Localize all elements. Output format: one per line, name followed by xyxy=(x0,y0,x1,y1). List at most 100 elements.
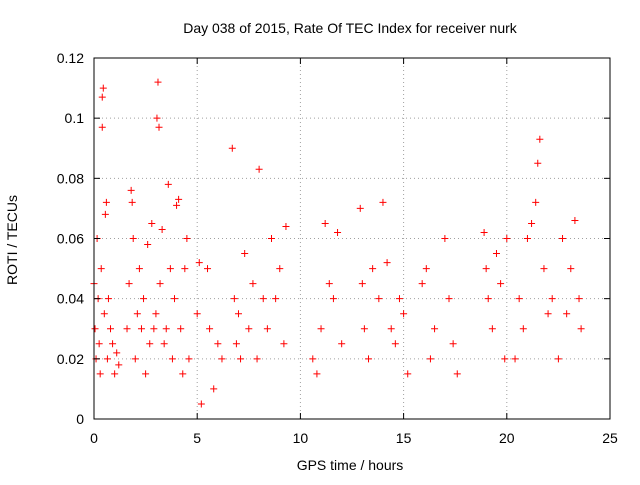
data-point xyxy=(96,370,104,378)
data-point xyxy=(325,280,333,288)
x-tick-label: 15 xyxy=(396,430,412,446)
data-point xyxy=(395,295,403,303)
data-point xyxy=(369,265,377,273)
data-point xyxy=(237,355,245,363)
data-point xyxy=(263,325,271,333)
data-point xyxy=(559,235,567,242)
data-point xyxy=(100,310,108,318)
data-point xyxy=(166,265,174,273)
data-point xyxy=(185,355,193,363)
data-point xyxy=(383,259,391,267)
data-point xyxy=(127,186,135,194)
data-point xyxy=(360,325,368,333)
data-point xyxy=(482,265,490,273)
data-point xyxy=(321,219,329,227)
data-point xyxy=(193,310,201,318)
grid-lines xyxy=(94,58,610,419)
data-point xyxy=(255,165,263,173)
y-tick-label: 0.02 xyxy=(57,351,84,367)
data-point xyxy=(245,325,253,333)
data-point xyxy=(206,325,214,333)
data-point xyxy=(101,210,109,218)
data-point xyxy=(103,355,111,363)
data-point xyxy=(98,93,106,101)
data-point xyxy=(109,340,117,348)
data-point xyxy=(214,340,222,348)
x-tick-label: 5 xyxy=(193,430,201,446)
data-point xyxy=(99,84,107,92)
data-point xyxy=(113,349,121,357)
y-tick-label: 0.12 xyxy=(57,50,84,66)
data-point xyxy=(528,219,536,227)
data-point xyxy=(422,265,430,273)
data-point xyxy=(391,340,399,348)
data-point xyxy=(104,295,112,303)
x-tick-label: 0 xyxy=(90,430,98,446)
y-tick-label: 0.1 xyxy=(65,110,85,126)
data-point xyxy=(426,355,434,363)
data-point xyxy=(142,370,150,378)
x-tick-label: 20 xyxy=(499,430,515,446)
data-point xyxy=(154,78,162,86)
data-point xyxy=(497,280,505,288)
data-point xyxy=(418,280,426,288)
data-point xyxy=(98,123,106,131)
chart-title: Day 038 of 2015, Rate Of TEC Index for r… xyxy=(183,20,518,36)
data-point xyxy=(144,241,152,249)
data-point xyxy=(91,325,99,333)
data-point xyxy=(156,280,164,288)
data-point xyxy=(137,325,145,333)
data-point xyxy=(317,325,325,333)
x-axis-ticks: 0 5 10 15 20 25 xyxy=(90,58,618,446)
data-point xyxy=(183,235,191,242)
data-point xyxy=(153,114,161,122)
data-point xyxy=(160,340,168,348)
data-point xyxy=(253,355,261,363)
data-point xyxy=(567,265,575,273)
data-point xyxy=(150,325,158,333)
data-point xyxy=(358,280,366,288)
data-point xyxy=(268,235,276,242)
data-point xyxy=(232,340,240,348)
data-point xyxy=(544,310,552,318)
data-point xyxy=(523,235,531,242)
data-point xyxy=(276,265,284,273)
data-point xyxy=(334,228,342,236)
data-point xyxy=(135,265,143,273)
data-point xyxy=(259,295,267,303)
data-point xyxy=(230,295,238,303)
data-point xyxy=(453,370,461,378)
data-point xyxy=(148,219,156,227)
data-point xyxy=(329,295,337,303)
data-point xyxy=(540,265,548,273)
data-point xyxy=(282,222,290,230)
data-point xyxy=(155,123,163,131)
y-tick-label: 0.08 xyxy=(57,170,84,186)
data-point xyxy=(313,370,321,378)
data-point xyxy=(431,325,439,333)
data-point xyxy=(511,355,519,363)
y-axis-ticks: 0 0.02 0.04 0.06 0.08 0.1 0.12 xyxy=(57,50,610,427)
data-points xyxy=(90,78,585,408)
data-point xyxy=(129,235,137,242)
data-point xyxy=(445,295,453,303)
y-tick-label: 0.04 xyxy=(57,291,84,307)
data-point xyxy=(164,180,172,188)
data-point xyxy=(480,228,488,236)
data-point xyxy=(400,310,408,318)
data-point xyxy=(170,295,178,303)
data-point xyxy=(338,340,346,348)
data-point xyxy=(181,265,189,273)
data-point xyxy=(97,265,105,273)
data-point xyxy=(128,198,136,206)
data-point xyxy=(309,355,317,363)
data-point xyxy=(158,225,166,233)
data-point xyxy=(488,325,496,333)
data-point xyxy=(515,295,523,303)
data-point xyxy=(131,355,139,363)
data-point xyxy=(356,204,364,212)
data-point xyxy=(210,385,218,393)
data-point xyxy=(234,310,242,318)
data-point xyxy=(102,198,110,206)
